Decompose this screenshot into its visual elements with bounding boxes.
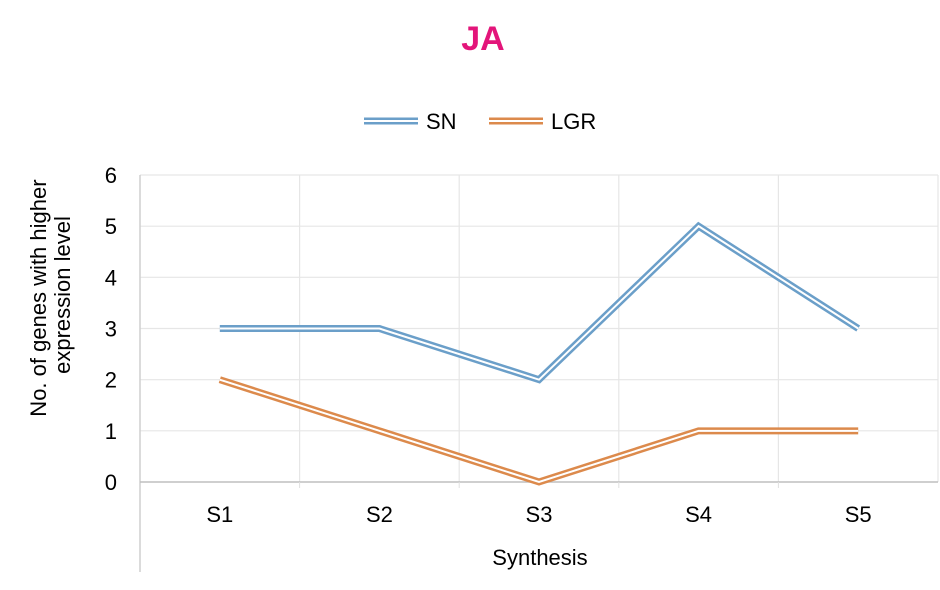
- x-axis-title: Synthesis: [492, 545, 587, 570]
- y-tick-label: 2: [105, 368, 117, 393]
- x-tick-label: S4: [685, 502, 712, 527]
- x-axis-ticks: S1 S2 S3 S4 S5: [206, 502, 871, 527]
- y-tick-label: 3: [105, 317, 117, 342]
- series-sn-line: [219, 221, 861, 384]
- chart-title: JA: [461, 20, 504, 58]
- x-tick-label: S5: [845, 502, 872, 527]
- y-tick-label: 4: [105, 265, 117, 290]
- series-lgr-line: [218, 376, 859, 486]
- y-tick-label: 6: [105, 163, 117, 188]
- x-tick-label: S3: [526, 502, 553, 527]
- legend-item-sn: SN: [364, 109, 457, 134]
- y-tick-label: 1: [105, 419, 117, 444]
- y-axis-ticks: 0 1 2 3 4 5 6: [105, 163, 117, 495]
- y-tick-label: 0: [105, 470, 117, 495]
- legend: SN LGR: [364, 109, 596, 134]
- legend-label: LGR: [551, 109, 596, 134]
- legend-item-lgr: LGR: [489, 109, 596, 134]
- y-axis-title-line-2: expression level: [50, 216, 75, 374]
- series-sn-line-outer: [219, 221, 861, 384]
- y-axis-title: No. of genes with higher expression leve…: [26, 173, 75, 416]
- series-sn-line-inner: [219, 224, 859, 381]
- x-tick-label: S1: [206, 502, 233, 527]
- x-tick-label: S2: [366, 502, 393, 527]
- legend-label: SN: [426, 109, 457, 134]
- y-tick-label: 5: [105, 214, 117, 239]
- series-lines: [218, 221, 861, 486]
- y-axis-title-line-1: No. of genes with higher: [26, 179, 51, 416]
